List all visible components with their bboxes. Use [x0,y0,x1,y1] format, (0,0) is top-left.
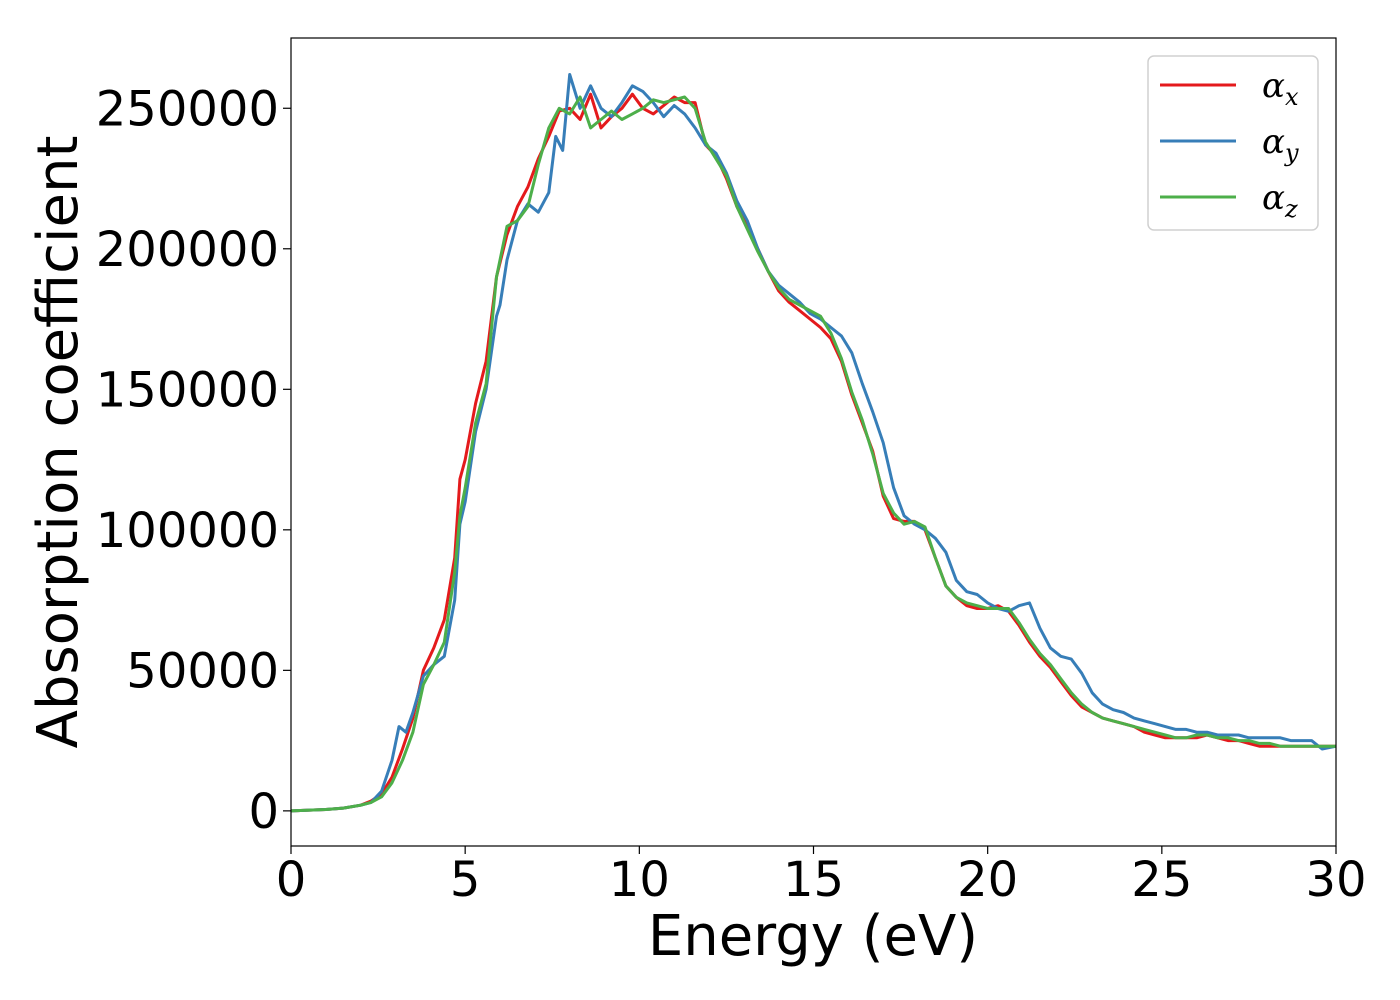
y-tick-label: 50000 [126,643,279,699]
x-tick-label: 10 [609,852,670,908]
y-tick-label: 100000 [96,503,279,559]
y-tick-label: 200000 [96,222,279,278]
y-axis-label: Absorption coefficient [26,136,91,749]
legend: αx αy αz [1147,55,1319,231]
legend-item-z: αz [1160,178,1298,223]
legend-item-y: αy [1160,122,1299,167]
series-line-z [291,95,1336,813]
series-line-y [291,73,1336,813]
x-tick-label: 30 [1305,852,1366,908]
series-group [291,73,1336,813]
legend-label: αy [1262,122,1299,167]
x-axis-label: Energy (eV) [648,904,978,969]
y-tick-label: 150000 [96,362,279,418]
y-tick-label: 0 [248,784,279,840]
x-tick-label: 25 [1131,852,1192,908]
legend-item-x: αx [1160,66,1299,111]
y-tick-label: 250000 [96,81,279,137]
x-tick-label: 5 [450,852,481,908]
axis-ticks: 0 5 10 15 20 25 30 0 50000 100000 150000 200000 2500… [96,81,1367,908]
x-tick-label: 20 [957,852,1018,908]
legend-label: αx [1262,66,1299,111]
x-tick-label: 0 [276,852,307,908]
legend-box [1147,55,1319,231]
series-line-x [291,92,1336,813]
legend-label: αz [1262,178,1298,223]
x-tick-label: 15 [783,852,844,908]
